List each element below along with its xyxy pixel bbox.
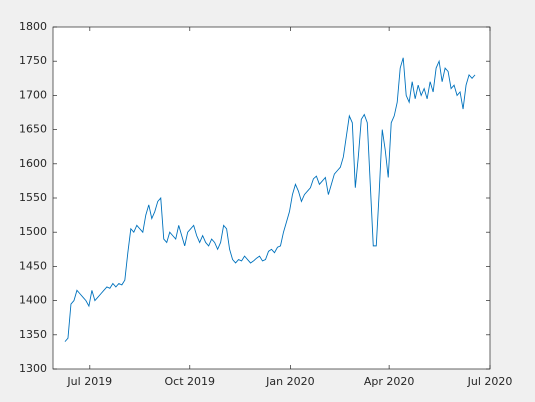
y-tick-label: 1350 — [19, 328, 47, 341]
y-tick-label: 1550 — [19, 191, 47, 204]
x-tick-label: Oct 2019 — [165, 375, 216, 388]
x-tick-label: Apr 2020 — [364, 375, 415, 388]
y-tick-label: 1750 — [19, 54, 47, 67]
price-line — [64, 57, 476, 342]
x-tick-label: Jan 2020 — [265, 375, 314, 388]
y-tick-label: 1650 — [19, 123, 47, 136]
x-tick-label: Jul 2019 — [66, 375, 112, 388]
y-tick-label: 1500 — [19, 225, 47, 238]
y-tick-label: 1400 — [19, 294, 47, 307]
y-tick-label: 1450 — [19, 259, 47, 272]
y-tick-label: 1700 — [19, 88, 47, 101]
y-tick-label: 1800 — [19, 20, 47, 33]
y-tick-label: 1300 — [19, 362, 47, 375]
x-tick-label: Jul 2020 — [467, 375, 513, 388]
axes-box — [52, 26, 491, 370]
y-tick-label: 1600 — [19, 157, 47, 170]
